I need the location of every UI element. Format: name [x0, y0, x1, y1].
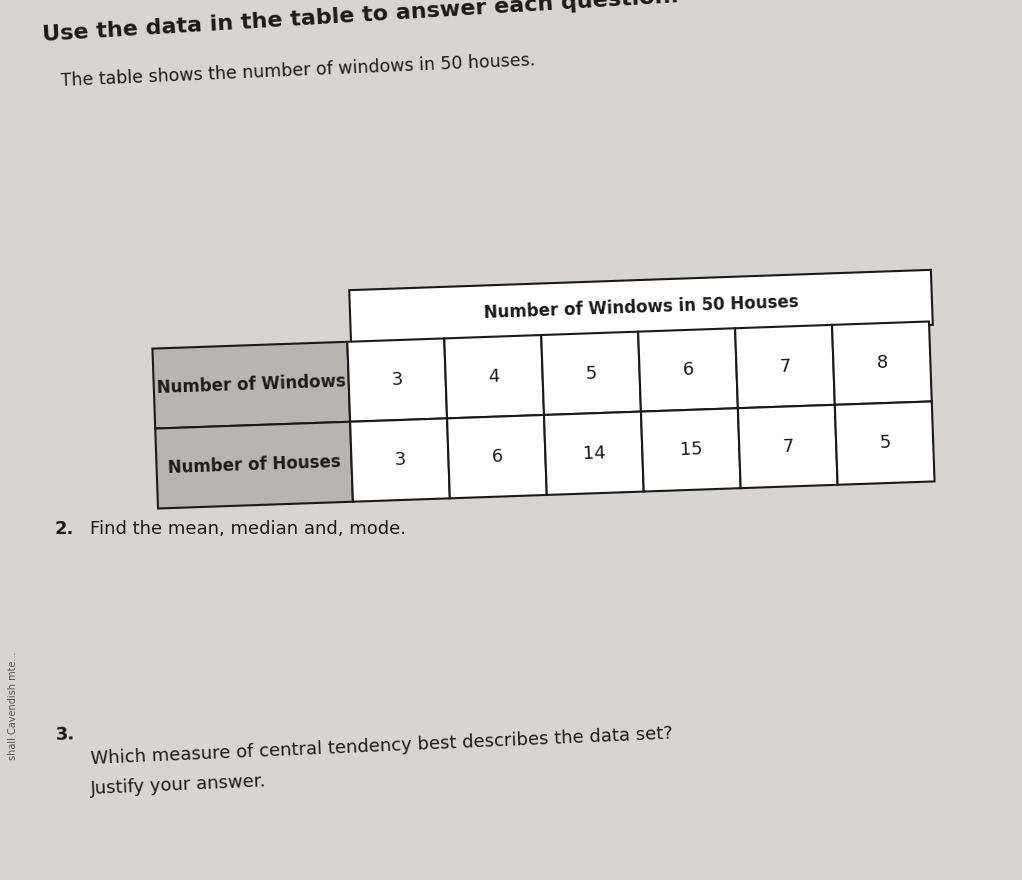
Bar	[350, 270, 933, 345]
Bar	[638, 328, 738, 412]
Bar	[735, 325, 835, 408]
Text: 3: 3	[391, 370, 404, 389]
Text: 7: 7	[782, 437, 794, 456]
Bar	[347, 339, 447, 422]
Bar	[445, 335, 544, 418]
Bar	[832, 321, 932, 405]
Text: 5: 5	[879, 434, 891, 452]
Text: Find the mean, median and, mode.: Find the mean, median and, mode.	[90, 520, 406, 538]
Bar	[542, 332, 641, 415]
Bar	[152, 341, 351, 429]
Bar	[155, 422, 353, 509]
Text: 2.: 2.	[55, 520, 75, 538]
Text: 6: 6	[682, 361, 694, 379]
Text: shall Cavendish mte...: shall Cavendish mte...	[8, 651, 18, 760]
Text: 15: 15	[679, 441, 702, 459]
Bar	[641, 408, 741, 492]
Text: 3: 3	[393, 451, 406, 469]
Text: 7: 7	[779, 357, 791, 376]
Text: 14: 14	[583, 444, 606, 463]
Text: Which measure of central tendency best describes the data set?: Which measure of central tendency best d…	[90, 725, 672, 768]
Text: 5: 5	[585, 364, 597, 383]
Text: Use the data in the table to answer each question.: Use the data in the table to answer each…	[42, 0, 680, 45]
Text: 8: 8	[876, 354, 888, 372]
Text: 4: 4	[489, 368, 500, 386]
Bar	[738, 405, 838, 488]
Text: 6: 6	[491, 447, 503, 466]
Text: Number of Windows in 50 Houses: Number of Windows in 50 Houses	[483, 293, 799, 322]
Text: Justify your answer.: Justify your answer.	[90, 772, 267, 797]
Text: The table shows the number of windows in 50 houses.: The table shows the number of windows in…	[60, 51, 536, 90]
Text: Number of Houses: Number of Houses	[168, 453, 340, 477]
Text: 3.: 3.	[55, 725, 76, 744]
Bar	[835, 401, 934, 485]
Bar	[351, 418, 450, 502]
Text: Number of Windows: Number of Windows	[156, 373, 346, 398]
Bar	[544, 412, 644, 495]
Bar	[447, 415, 547, 498]
